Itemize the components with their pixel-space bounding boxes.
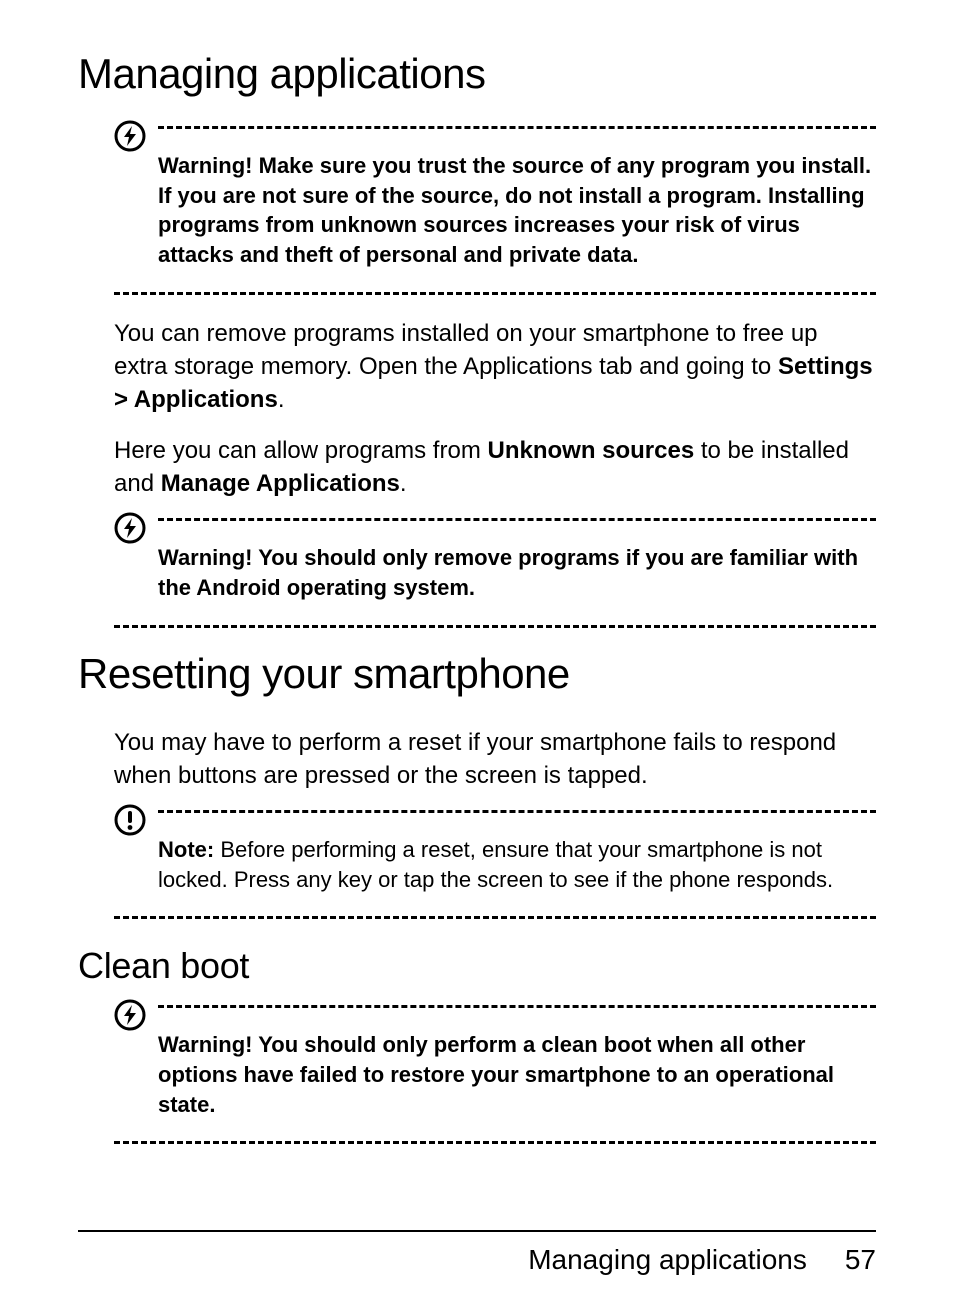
heading-managing-applications: Managing applications	[78, 50, 876, 98]
footer-page-number: 57	[845, 1244, 876, 1276]
note-callout-1: Note: Before performing a reset, ensure …	[114, 810, 876, 927]
dashed-rule	[114, 1141, 876, 1144]
dashed-rule	[158, 810, 876, 813]
footer-title: Managing applications	[528, 1244, 807, 1276]
page-footer: Managing applications 57	[78, 1230, 876, 1276]
paragraph-remove-programs: You can remove programs installed on you…	[114, 317, 876, 416]
dashed-rule	[114, 292, 876, 295]
warning-callout-1: Warning! Make sure you trust the source …	[114, 126, 876, 303]
dashed-rule	[114, 625, 876, 628]
paragraph-reset: You may have to perform a reset if your …	[114, 726, 876, 792]
warning-3-text: Warning! You should only perform a clean…	[158, 1030, 876, 1119]
dashed-rule	[158, 1005, 876, 1008]
warning-2-text: Warning! You should only remove programs…	[158, 543, 876, 602]
dashed-rule	[158, 126, 876, 129]
heading-clean-boot: Clean boot	[78, 945, 876, 987]
lightning-icon	[114, 120, 146, 152]
lightning-icon	[114, 512, 146, 544]
dashed-rule	[114, 916, 876, 919]
warning-1-text: Warning! Make sure you trust the source …	[158, 151, 876, 270]
note-1-text: Note: Before performing a reset, ensure …	[158, 835, 876, 894]
paragraph-unknown-sources: Here you can allow programs from Unknown…	[114, 434, 876, 500]
warning-callout-2: Warning! You should only remove programs…	[114, 518, 876, 635]
page: Managing applications Warning! Make sure…	[0, 0, 954, 1316]
warning-callout-3: Warning! You should only perform a clean…	[114, 1005, 876, 1152]
lightning-icon	[114, 999, 146, 1031]
heading-resetting-smartphone: Resetting your smartphone	[78, 650, 876, 698]
exclamation-icon	[114, 804, 146, 836]
dashed-rule	[158, 518, 876, 521]
